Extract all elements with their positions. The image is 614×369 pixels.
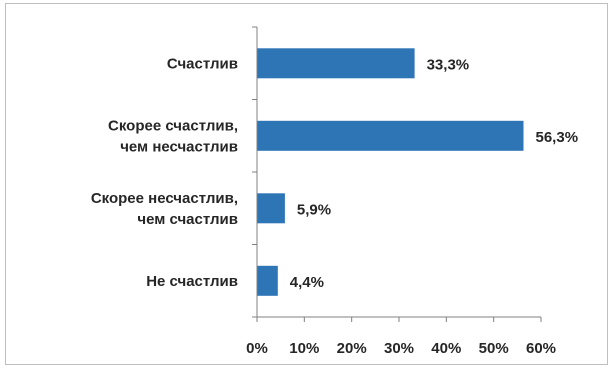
bar-0: [257, 48, 415, 79]
x-tick-label-3: 30%: [384, 340, 414, 357]
x-tick-label-4: 40%: [431, 340, 461, 357]
category-label-2-1: чем счастлив: [137, 211, 238, 228]
category-label-0-0: Счастлив: [167, 55, 238, 72]
value-label-3: 4,4%: [290, 274, 324, 291]
x-tick-label-1: 10%: [289, 340, 319, 357]
x-tick-label-2: 20%: [337, 340, 367, 357]
category-label-2-0: Скорее несчастлив,: [91, 190, 238, 207]
bar-2: [257, 193, 285, 224]
x-tick-label-6: 60%: [526, 340, 556, 357]
bar-3: [257, 265, 278, 296]
category-label-1-0: Скорее счастлив,: [108, 117, 238, 134]
value-label-1: 56,3%: [536, 129, 579, 146]
category-label-1-1: чем несчастлив: [120, 138, 238, 155]
bar-1: [257, 120, 524, 151]
x-tick-label-5: 50%: [479, 340, 509, 357]
value-label-0: 33,3%: [427, 56, 470, 73]
x-tick-label-0: 0%: [246, 340, 268, 357]
value-label-2: 5,9%: [297, 201, 331, 218]
category-label-3-0: Не счастлив: [146, 273, 238, 290]
